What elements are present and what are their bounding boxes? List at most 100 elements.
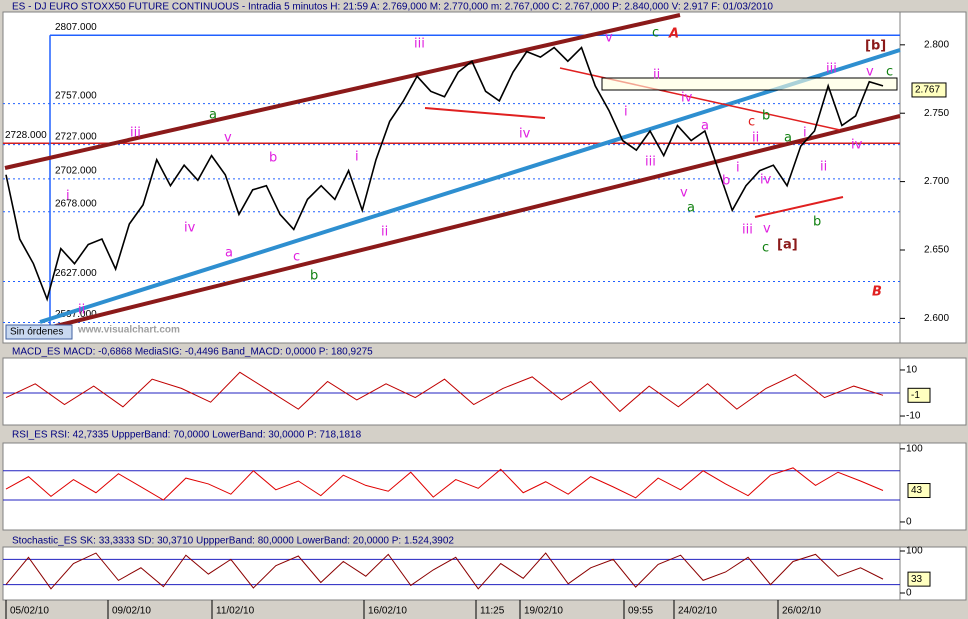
level-label: 2807.000 [55,22,97,33]
wave-label: a [784,131,792,146]
last-value-badge [907,571,931,587]
x-tick-label: 05/02/10 [10,606,49,617]
panel-title: ES - DJ EURO STOXX50 FUTURE CONTINUOUS -… [12,2,773,13]
wave-label: [b] [865,39,886,54]
wave-label: c [886,65,893,80]
wave-label: a [687,201,695,216]
last-value-badge [907,387,931,403]
last-value-label: 43 [911,485,923,496]
wave-label: A [668,27,679,42]
y-tick-label: 0 [906,588,912,599]
level-label: 2727.000 [55,131,97,142]
price-line [5,46,884,302]
wave-label: iv [519,127,531,142]
wave-label: iii [414,37,425,52]
channel-top [4,13,681,170]
y-tick-label: 2.750 [924,108,949,119]
watermark: www.visualchart.com [77,325,180,336]
wave-label: a [701,119,709,134]
plot-area [2,442,901,531]
wave-label: iv [851,138,863,153]
channel-bottom [39,114,901,332]
wave-label: a [209,108,217,123]
wave-label: iii [130,126,141,141]
last-value-label: 2.767 [915,85,940,96]
wave-label: iii [645,155,656,170]
wave-label: ii [820,160,827,175]
wave-label: iii [742,223,753,238]
last-value-badge [911,82,947,98]
last-value-label: -1 [911,390,920,401]
wave-label: c [293,250,300,265]
x-tick-label: 09:55 [628,606,653,617]
level-label: 2678.000 [55,198,97,209]
level-label: 2597.000 [55,309,97,320]
wave-label: i [355,150,359,165]
panel-title: Stochastic_ES SK: 33,3333 SD: 30,3710 Up… [12,536,454,547]
wave-label: i [624,105,628,120]
status: Sin órdenes [10,327,63,338]
trend-red [754,196,844,218]
wave-label: c [748,115,755,130]
x-tick-label: 11/02/10 [216,606,255,617]
box [601,77,898,91]
last-value-label: 33 [911,574,923,585]
price-line [5,467,884,501]
wave-label: i [803,126,807,141]
last-value-badge [907,483,931,499]
x-tick-label: 09/02/10 [112,606,151,617]
x-tick-label: 24/02/10 [678,606,717,617]
wave-label: b [722,174,730,189]
price-line [5,552,884,590]
trend-blue [39,48,901,324]
wave-label: i [736,161,740,176]
y-tick-label: 100 [906,443,923,454]
y-tick-label: 2.800 [924,39,949,50]
level-label: 2627.000 [55,268,97,279]
wave-label: c [652,26,659,41]
wave-label: a [225,246,233,261]
wave-label: i [66,189,70,204]
plot-area [2,357,901,426]
wave-label: iv [184,221,196,236]
x-tick-label: 19/02/10 [524,606,563,617]
wave-label: b [310,269,318,284]
y-tick-label: 10 [906,365,918,376]
panel-title: MACD_ES MACD: -0,6868 MediaSIG: -0,4496 … [12,347,373,358]
status-box [5,324,73,340]
wave-label: iii [826,62,837,77]
axis-area [899,11,967,344]
price-line [5,371,884,413]
wave-label: ii [78,303,85,318]
level-label: 2728.000 [5,130,47,141]
wave-label: ii [752,131,759,146]
x-tick-label: 26/02/10 [782,606,821,617]
x-tick-label: 16/02/10 [368,606,407,617]
level-label: 2702.000 [55,166,97,177]
wave-label: iv [681,91,693,106]
wave-label: b [269,151,277,166]
wave-label: iv [760,173,772,188]
wave-label: B [872,285,882,300]
wave-label: ii [381,225,388,240]
y-tick-label: 2.600 [924,313,949,324]
wave-label: ii [653,68,660,83]
y-tick-label: -10 [906,411,921,422]
panel-title: RSI_ES RSI: 42,7335 UppperBand: 70,0000 … [12,430,362,441]
trend-red [424,107,546,119]
wave-label: v [605,31,613,46]
wave-label: v [680,186,688,201]
x-tick-label: 11:25 [480,606,505,617]
wave-label: b [813,215,821,230]
wave-label: v [763,222,771,237]
wave-label: v [224,131,232,146]
y-tick-label: 100 [906,546,923,557]
wave-label: v [866,65,874,80]
y-tick-label: 0 [906,517,912,528]
wave-label: b [762,109,770,124]
wave-label: [a] [777,238,798,253]
plot-area [2,546,901,601]
y-tick-label: 2.700 [924,176,949,187]
y-tick-label: 2.650 [924,245,949,256]
